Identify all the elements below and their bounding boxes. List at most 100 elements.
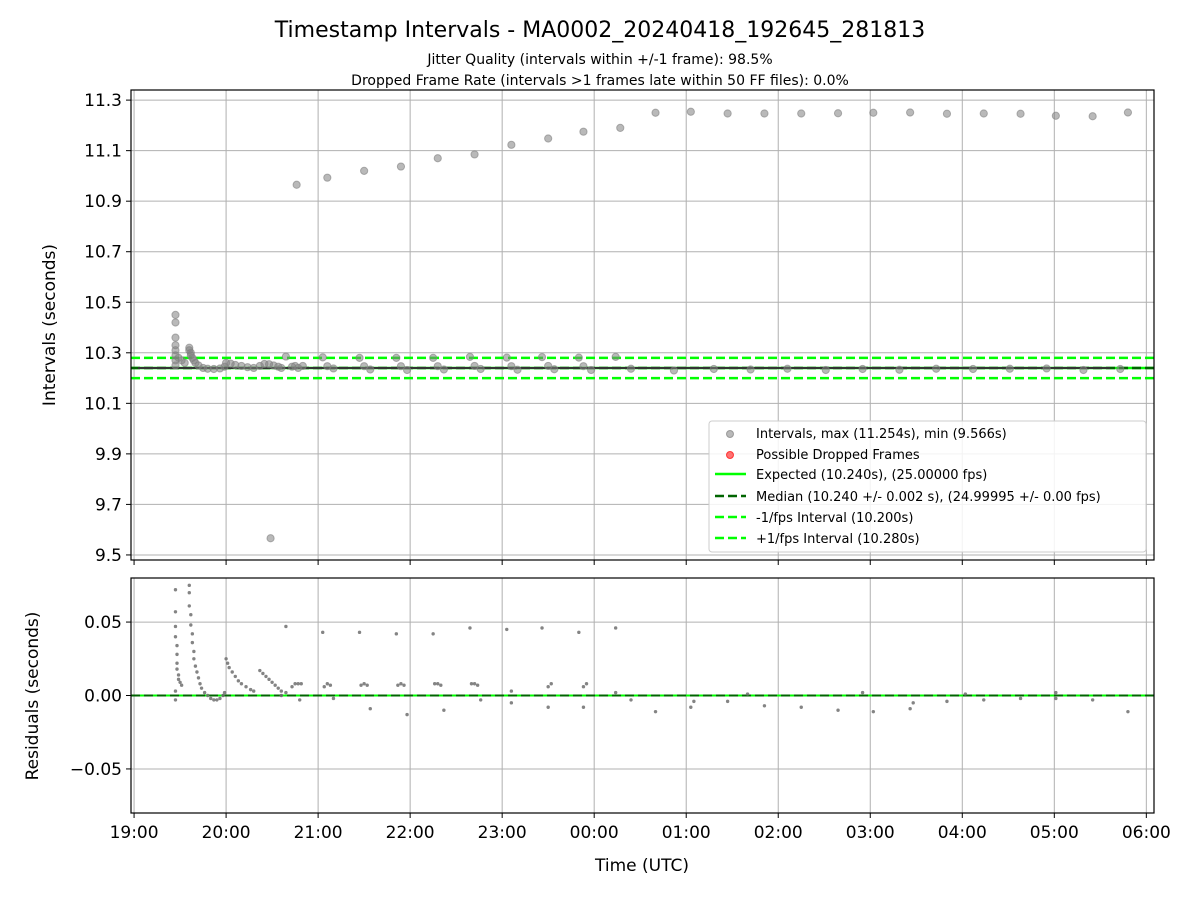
residual-point xyxy=(261,671,265,676)
residual-point xyxy=(478,698,483,702)
x-tick-label: 04:00 xyxy=(938,823,987,843)
residual-point xyxy=(505,627,509,632)
residual-point xyxy=(279,693,284,698)
interval-point xyxy=(396,162,406,171)
intervals-x-ticks xyxy=(133,560,1147,565)
y-tick-label: 11.1 xyxy=(84,142,122,162)
residual-point xyxy=(436,682,440,686)
interval-point xyxy=(360,362,369,371)
residual-point xyxy=(359,683,363,687)
residuals-panel: −0.05 0.00 0.05 19:00 20:00 21:00 22:00 23:00 0… xyxy=(23,577,1171,876)
interval-point xyxy=(587,365,596,375)
interval-point xyxy=(1079,365,1088,375)
x-tick-label: 02:00 xyxy=(754,823,803,843)
residual-point xyxy=(273,683,277,687)
x-tick-label: 19:00 xyxy=(110,823,159,843)
residual-point xyxy=(236,679,241,683)
residual-point xyxy=(328,683,333,687)
residual-point xyxy=(176,677,181,682)
y-tick-label: 11.3 xyxy=(84,91,122,111)
residual-point xyxy=(584,682,589,686)
residuals-y-axis-label: Residuals (seconds) xyxy=(23,612,43,781)
residual-point xyxy=(173,624,178,629)
interval-point xyxy=(821,365,830,375)
residual-point xyxy=(331,696,336,701)
interval-point xyxy=(574,353,583,362)
interval-point xyxy=(651,108,660,117)
legend-label-intervals: Intervals, max (11.254s), min (9.566s) xyxy=(756,427,1007,442)
residual-point xyxy=(432,682,437,686)
residual-point xyxy=(176,673,181,677)
residual-point xyxy=(173,635,178,639)
residual-point xyxy=(629,698,633,702)
residual-point xyxy=(173,698,178,702)
residual-point xyxy=(215,698,219,702)
residual-point xyxy=(1054,696,1058,701)
interval-point xyxy=(392,353,401,362)
residual-point xyxy=(202,690,207,695)
interval-point xyxy=(277,363,286,373)
residual-point xyxy=(762,704,767,708)
interval-point xyxy=(979,109,988,118)
interval-point xyxy=(396,362,406,371)
interval-point xyxy=(611,352,620,361)
residual-point xyxy=(405,712,409,717)
interval-point xyxy=(669,366,679,375)
chart-subtitle-jitter: Jitter Quality (intervals within +/-1 fr… xyxy=(426,52,772,68)
residual-point xyxy=(193,664,198,668)
residual-point xyxy=(1126,709,1130,714)
residual-point xyxy=(195,670,199,674)
residual-point xyxy=(239,682,244,686)
residual-point xyxy=(394,632,399,636)
x-tick-label: 20:00 xyxy=(202,823,251,843)
residual-point xyxy=(613,690,618,695)
x-tick-label: 03:00 xyxy=(846,823,895,843)
legend-label-minus-fps: -1/fps Interval (10.200s) xyxy=(756,511,913,526)
residual-point xyxy=(468,626,472,630)
residual-point xyxy=(1090,698,1095,702)
residual-point xyxy=(290,684,294,689)
residual-point xyxy=(396,683,400,687)
residual-point xyxy=(692,699,696,704)
residual-point xyxy=(871,709,876,714)
residual-point xyxy=(549,682,553,686)
residual-point xyxy=(469,682,474,686)
residual-point xyxy=(298,698,302,702)
interval-point xyxy=(579,127,588,136)
interval-point xyxy=(1088,112,1097,121)
residual-point xyxy=(225,661,230,665)
interval-point xyxy=(507,140,516,149)
interval-point xyxy=(329,364,338,373)
residual-point xyxy=(212,698,216,702)
interval-point xyxy=(318,353,327,362)
residuals-points xyxy=(173,583,1130,717)
interval-point xyxy=(476,364,485,374)
residual-point xyxy=(187,590,191,595)
residual-point xyxy=(189,613,193,617)
residual-point xyxy=(224,657,228,661)
residual-point xyxy=(472,682,477,686)
residual-point xyxy=(963,692,968,696)
legend-label-plus-fps: +1/fps Interval (10.280s) xyxy=(756,532,920,547)
interval-point xyxy=(171,318,180,327)
residual-point xyxy=(911,701,915,705)
interval-point xyxy=(402,365,412,375)
residual-point xyxy=(267,677,271,682)
interval-point xyxy=(544,134,553,143)
legend-label-expected: Expected (10.240s), (25.00000 fps) xyxy=(756,468,987,483)
interval-point xyxy=(858,364,867,374)
x-tick-label: 06:00 xyxy=(1122,823,1171,843)
interval-point xyxy=(537,352,547,362)
interval-point xyxy=(465,352,475,361)
interval-point xyxy=(513,365,522,374)
y-tick-label: 10.3 xyxy=(84,344,122,364)
residual-point xyxy=(222,690,227,695)
intervals-panel: 9.5 9.7 9.9 10.1 10.3 10.5 10.7 10.9 11.1 11.3 In… xyxy=(40,89,1155,566)
interval-point xyxy=(869,108,878,117)
residual-point xyxy=(230,670,234,674)
intervals-points xyxy=(171,107,1133,543)
interval-point xyxy=(292,180,301,189)
interval-point xyxy=(906,108,915,117)
residual-point xyxy=(402,683,406,687)
residual-point xyxy=(264,674,268,679)
